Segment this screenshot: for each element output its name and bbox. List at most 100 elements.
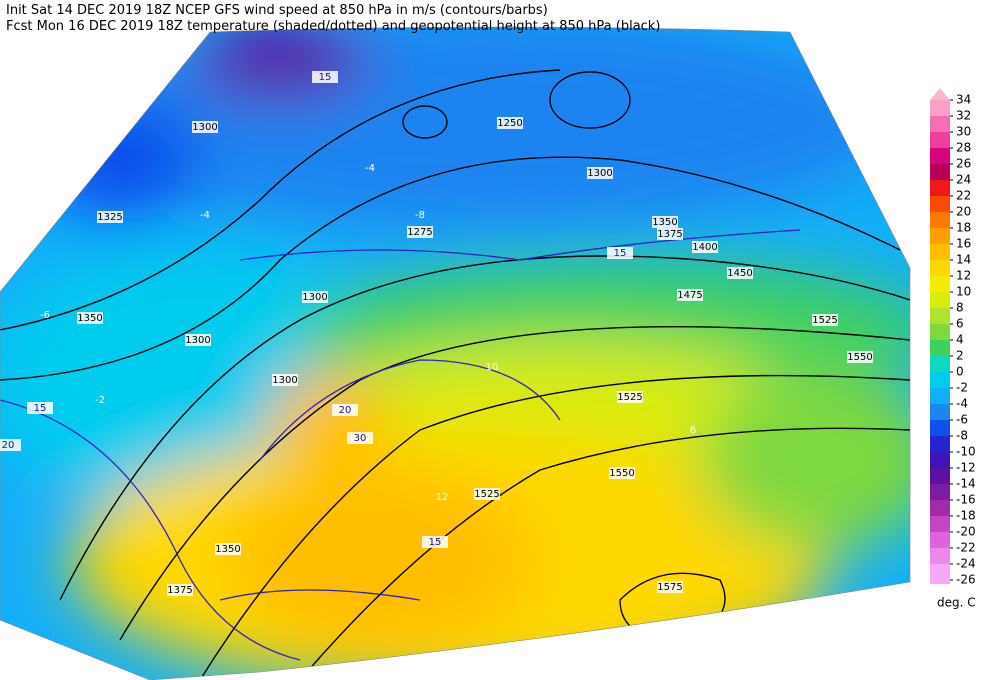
colorbar-swatch [930,516,950,532]
wind-contours [0,229,801,661]
label-bg [312,71,338,83]
label-bg [727,267,753,279]
colorbar-swatch [930,356,950,372]
colorbar-label: -22 [956,541,976,555]
colorbar-label: 12 [956,269,971,283]
label-bg [97,211,123,223]
map-label: 1300 [185,335,210,346]
map-label: -8 [415,210,425,221]
label-bg [272,374,298,386]
map-label: 1475 [677,290,702,301]
map-label: 1400 [692,242,717,253]
map-label: 15 [429,537,442,548]
colorbar-swatch [930,100,950,116]
colorbar-label: 10 [956,285,971,299]
label-bg [812,314,838,326]
map-label: 20 [2,440,15,451]
map-label: 1450 [727,268,752,279]
map-label: 1350 [77,313,102,324]
colorbar-label: 22 [956,189,971,203]
label-bg [77,312,103,324]
colorbar-swatch [930,388,950,404]
map-label: 1525 [812,315,837,326]
map-label: 10 [486,362,499,373]
colorbar-label: 14 [956,253,971,267]
map-label: -4 [365,163,375,174]
label-bg [192,121,218,133]
label-bg [332,404,358,416]
colorbar-swatch [930,324,950,340]
map-label: 12 [436,492,449,503]
map-label: 1250 [497,118,522,129]
label-bg [652,216,678,228]
colorbar-label: 30 [956,125,971,139]
colorbar-label: -16 [956,493,976,507]
colorbar-swatch [930,244,950,260]
label-bg [617,391,643,403]
colorbar-swatch [930,532,950,548]
colorbar-label: 0 [956,365,964,379]
map-label: 1375 [657,229,682,240]
colorbar-swatch [930,564,950,580]
colorbar-label: 18 [956,221,971,235]
map-label: 1325 [97,212,122,223]
label-bg [677,289,703,301]
map-border [0,26,911,680]
label-bg [185,334,211,346]
map-label: -4 [200,210,210,221]
map-label: 1300 [272,375,297,386]
colorbar-label: 26 [956,157,971,171]
map-area [0,27,910,680]
colorbar-swatch [930,212,950,228]
colorbar-label: -2 [956,381,968,395]
map-label: 1525 [617,392,642,403]
colorbar-label: 2 [956,349,964,363]
colorbar-label: -20 [956,525,976,539]
colorbar-label: 20 [956,205,971,219]
colorbar-label: 34 [956,93,971,107]
colorbar-swatch [930,116,950,132]
map-label: -6 [40,310,50,321]
label-bg [474,488,500,500]
map-label: 1575 [657,582,682,593]
label-bg [657,581,683,593]
colorbar-swatch [930,308,950,324]
map-label: 1550 [847,352,872,363]
colorbar-swatch [930,260,950,276]
label-bg [167,584,193,596]
colorbar-swatch [930,196,950,212]
colorbar-swatch [930,132,950,148]
colorbar-label: 8 [956,301,964,315]
colorbar-label: -14 [956,477,976,491]
colorbar-swatch [930,180,950,196]
header-line: Fcst Mon 16 DEC 2019 18Z temperature (sh… [6,19,660,34]
map-label: 1300 [192,122,217,133]
label-bg [609,467,635,479]
colorbar-label: -18 [956,509,976,523]
map-label: 15 [319,72,332,83]
label-bg [27,402,53,414]
label-bg [497,117,523,129]
colorbar-label: 6 [956,317,964,331]
map-label: 6 [690,425,696,436]
colorbar-swatch [930,500,950,516]
label-bg [0,439,21,451]
colorbar-swatch [930,484,950,500]
colorbar-swatch [930,452,950,468]
colorbar-swatch [930,164,950,180]
map-label: 1550 [609,468,634,479]
colorbar-label: -12 [956,461,976,475]
label-bg [587,167,613,179]
label-bg [422,536,448,548]
colorbar-swatch [930,340,950,356]
colorbar-swatch [930,372,950,388]
map-label: 15 [614,248,627,259]
map-label: 1375 [167,585,192,596]
colorbar-swatch [930,228,950,244]
colorbar-label: -4 [956,397,968,411]
header-line: Init Sat 14 DEC 2019 18Z NCEP GFS wind s… [6,3,548,18]
colorbar-label: -6 [956,413,968,427]
colorbar-label: -24 [956,557,976,571]
map-label: 30 [354,433,367,444]
